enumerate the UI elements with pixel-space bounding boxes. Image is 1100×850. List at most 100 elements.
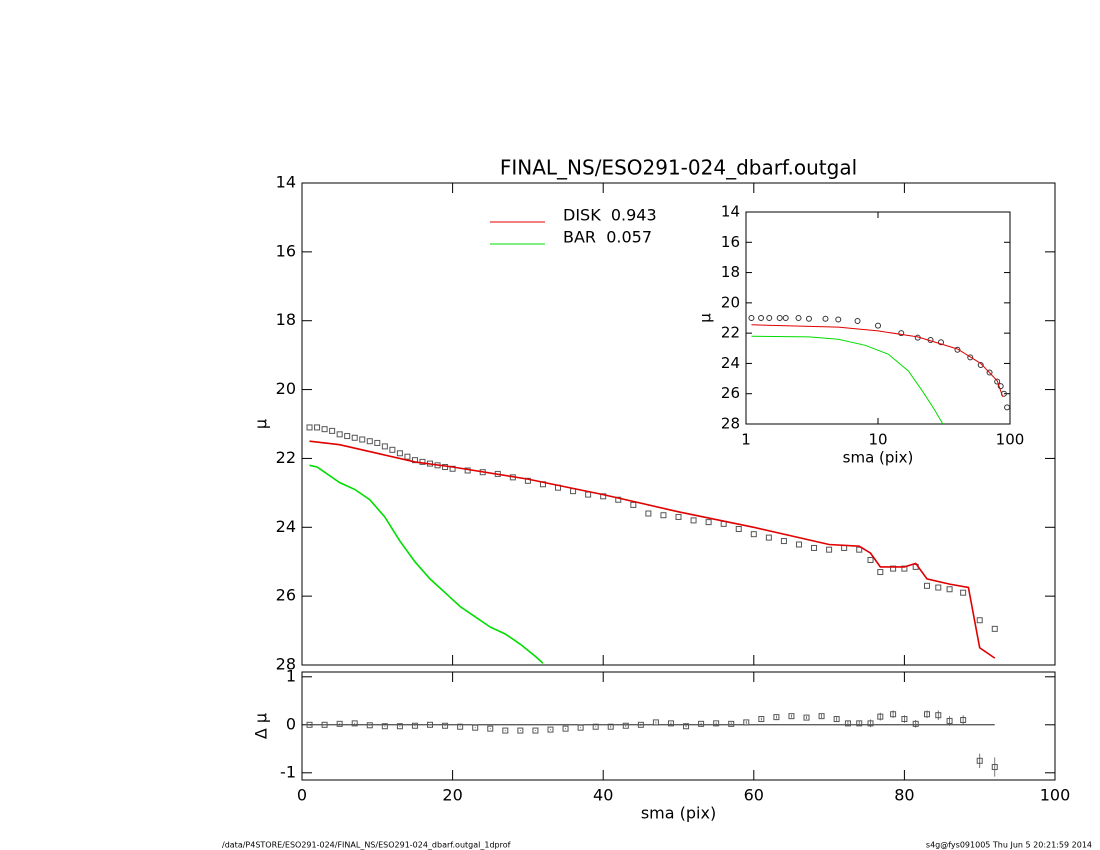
- y-tick-label: 18: [276, 310, 296, 329]
- data-point: [743, 719, 750, 726]
- plot-area: [306, 424, 998, 664]
- x-tick-label: 10: [868, 431, 887, 449]
- data-point: [991, 764, 998, 771]
- x-axis-label: sma (pix): [641, 804, 716, 823]
- data-point: [622, 722, 629, 729]
- data-point: [997, 383, 1004, 390]
- data-point: [946, 717, 953, 724]
- data-point: [637, 721, 644, 728]
- data-point: [547, 726, 554, 733]
- y-tick-label: 14: [276, 173, 296, 192]
- data-point: [776, 315, 783, 321]
- x-tick-label: 80: [894, 786, 914, 805]
- panel: 14 16 18 20 22 24 26 281 10 100 sma (pix) μ: [697, 203, 1025, 467]
- data-point: [901, 716, 908, 723]
- data-point: [675, 513, 682, 520]
- data-point: [766, 315, 773, 321]
- data-point: [750, 531, 757, 538]
- data-point: [773, 714, 780, 721]
- data-point: [867, 720, 874, 727]
- data-point: [935, 712, 942, 719]
- data-point: [389, 446, 396, 453]
- y-tick-label: 16: [721, 233, 740, 251]
- data-point: [314, 424, 321, 431]
- data-point: [366, 438, 373, 445]
- x-tick-label: 1: [741, 431, 751, 449]
- data-point: [728, 720, 735, 727]
- data-point: [795, 541, 802, 548]
- data-point: [321, 721, 328, 728]
- data-point: [803, 714, 810, 721]
- model-line: [309, 464, 544, 664]
- data-point: [652, 719, 659, 726]
- data-point: [306, 721, 313, 728]
- y-tick-label: 18: [721, 263, 740, 281]
- plot-area: [306, 710, 998, 777]
- data-point: [986, 369, 993, 376]
- data-point: [321, 426, 328, 433]
- data-point: [912, 720, 919, 727]
- footer-stamp: s4g@fys091005 Thu Jun 5 20:21:59 2014: [926, 841, 1092, 850]
- y-axis-label: Δ μ: [252, 713, 271, 739]
- y-tick-label: -1: [280, 762, 296, 781]
- model-line: [309, 440, 996, 659]
- data-point: [585, 491, 592, 498]
- data-point: [991, 625, 998, 632]
- data-point: [351, 720, 358, 727]
- data-point: [937, 339, 944, 346]
- y-tick-label: 0: [286, 714, 296, 733]
- footer-path: /data/P4STORE/ESO291-024/FINAL_NS/ESO291…: [222, 841, 511, 850]
- data-point: [967, 354, 974, 361]
- data-point: [396, 450, 403, 457]
- data-point: [427, 721, 434, 728]
- data-point: [532, 727, 539, 734]
- data-point: [923, 582, 930, 589]
- data-point: [713, 720, 720, 727]
- chart-title: FINAL_NS/ESO291-024_dbarf.outgal: [500, 156, 857, 180]
- data-point: [805, 315, 812, 322]
- data-point: [788, 713, 795, 720]
- data-point: [359, 436, 366, 443]
- data-point: [795, 315, 802, 321]
- data-point: [381, 723, 388, 730]
- y-tick-label: 26: [276, 586, 296, 605]
- data-point: [867, 556, 874, 563]
- data-point: [607, 723, 614, 730]
- data-point: [854, 318, 861, 325]
- data-point: [935, 584, 942, 591]
- data-point: [517, 727, 524, 734]
- data-point: [645, 510, 652, 517]
- data-point: [890, 711, 897, 718]
- y-tick-label: 20: [276, 379, 296, 398]
- data-point: [765, 534, 772, 541]
- y-tick-label: 26: [721, 384, 740, 402]
- y-tick-label: 24: [721, 354, 740, 372]
- data-point: [923, 711, 930, 718]
- data-point: [782, 315, 789, 321]
- data-point: [833, 716, 840, 723]
- data-point: [735, 526, 742, 533]
- data-point: [577, 724, 584, 731]
- data-point: [835, 316, 842, 323]
- data-point: [660, 512, 667, 519]
- data-point: [822, 315, 829, 322]
- data-point: [844, 720, 851, 727]
- data-point: [306, 424, 313, 431]
- data-point: [954, 346, 961, 353]
- data-point: [856, 720, 863, 727]
- data-point: [818, 713, 825, 720]
- data-point: [442, 722, 449, 729]
- data-point: [976, 757, 983, 764]
- data-point: [592, 723, 599, 730]
- data-point: [562, 725, 569, 732]
- data-point: [758, 315, 765, 321]
- y-tick-label: 24: [276, 517, 296, 536]
- data-point: [472, 724, 479, 731]
- y-tick-label: 28: [721, 415, 740, 433]
- plot-frame: [301, 182, 1056, 666]
- plot-frame: [301, 671, 1056, 781]
- data-point: [630, 501, 637, 508]
- x-tick-label: 40: [593, 786, 613, 805]
- data-point: [826, 546, 833, 553]
- data-point: [946, 586, 953, 593]
